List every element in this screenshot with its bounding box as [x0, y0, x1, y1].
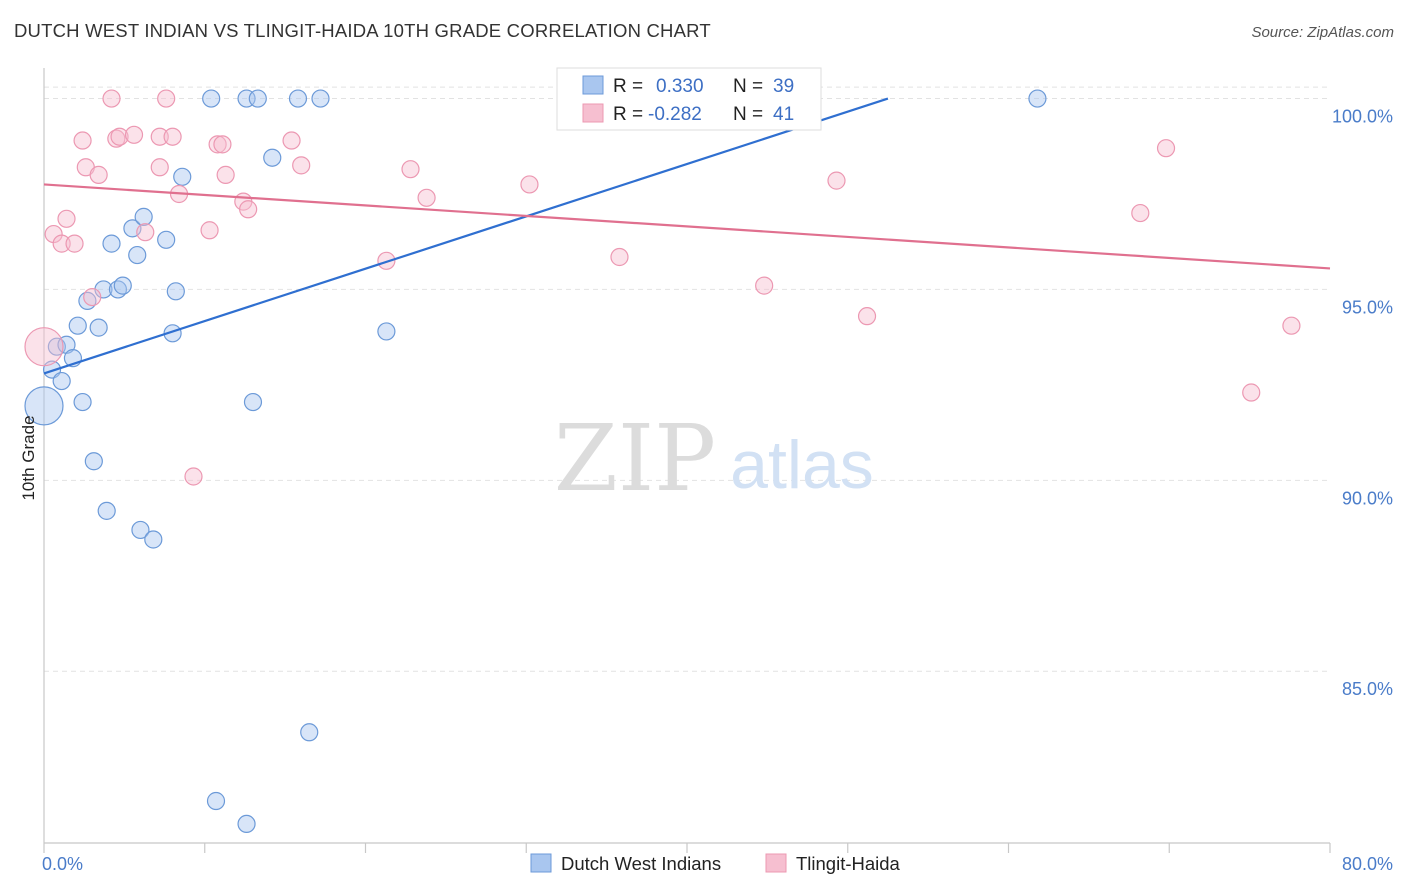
grid-lines	[44, 86, 1330, 672]
point-dutch-west-indians	[84, 452, 103, 471]
point-tlingit-haida	[1131, 203, 1150, 223]
point-dutch-west-indians	[202, 89, 221, 108]
point-tlingit-haida	[52, 234, 71, 253]
x-tick-label-min: 0.0%	[42, 854, 83, 874]
point-tlingit-haida	[136, 223, 155, 242]
point-dutch-west-indians	[73, 392, 92, 412]
point-dutch-west-indians	[144, 530, 163, 549]
point-tlingit-haida	[73, 131, 92, 150]
point-dutch-west-indians	[173, 167, 192, 186]
point-tlingit-haida	[200, 221, 219, 240]
point-tlingit-haida	[216, 165, 235, 184]
point-tlingit-haida	[65, 234, 84, 253]
x-tick-label-max: 80.0%	[1342, 854, 1393, 874]
point-tlingit-haida	[150, 158, 169, 177]
point-dutch-west-indians	[24, 386, 64, 426]
correlation-legend: R = 0.330 N = 39 R = -0.282 N = 41	[556, 67, 822, 131]
legend-n-value-pink: 41	[773, 104, 794, 125]
bottom-legend-swatch-pink	[765, 853, 787, 873]
point-tlingit-haida	[239, 200, 258, 219]
point-dutch-west-indians	[97, 501, 116, 520]
legend-r-value-blue: 0.330	[656, 76, 704, 97]
point-tlingit-haida	[755, 276, 774, 295]
watermark: ZIP atlas	[554, 405, 874, 512]
source-label: Source: ZipAtlas.com	[1251, 24, 1394, 41]
point-dutch-west-indians	[157, 230, 176, 249]
point-tlingit-haida	[107, 129, 126, 148]
point-dutch-west-indians	[1028, 89, 1047, 108]
bottom-legend-label-pink: Tlingit-Haida	[796, 853, 901, 874]
y-axis-label: 10th Grade	[19, 415, 38, 500]
y-tick-label: 90.0%	[1342, 488, 1393, 508]
point-dutch-west-indians	[128, 245, 147, 265]
watermark-atlas: atlas	[730, 427, 874, 503]
point-tlingit-haida	[857, 307, 877, 326]
point-dutch-west-indians	[102, 234, 121, 253]
legend-swatch-blue	[582, 75, 604, 95]
trend-line-tlingit-haida	[43, 183, 1331, 270]
point-tlingit-haida	[24, 327, 64, 367]
point-tlingit-haida	[124, 125, 144, 144]
point-dutch-west-indians	[113, 276, 132, 295]
point-tlingit-haida	[57, 209, 76, 228]
trend-line-dutch-west-indians	[43, 97, 889, 375]
point-tlingit-haida	[208, 135, 227, 154]
legend-swatch-pink	[582, 103, 604, 123]
point-tlingit-haida	[184, 467, 203, 486]
point-dutch-west-indians	[248, 89, 267, 108]
series-legend: Dutch West Indians Tlingit-Haida	[530, 853, 901, 874]
bottom-legend-swatch-blue	[530, 853, 552, 873]
point-tlingit-haida	[1156, 139, 1176, 158]
point-tlingit-haida	[520, 175, 539, 194]
y-tick-label: 95.0%	[1342, 297, 1393, 317]
series-dutch-west-indians	[24, 89, 1047, 834]
trend-lines	[43, 97, 1331, 375]
point-dutch-west-indians	[288, 89, 308, 108]
point-tlingit-haida	[1282, 316, 1301, 335]
point-dutch-west-indians	[300, 723, 319, 742]
point-dutch-west-indians	[166, 282, 185, 301]
point-tlingit-haida	[610, 247, 629, 267]
series-tlingit-haida	[24, 89, 1301, 486]
bottom-legend-label-blue: Dutch West Indians	[561, 853, 721, 874]
legend-n-value-blue: 39	[773, 76, 794, 97]
legend-n-label-blue: N =	[733, 76, 763, 97]
point-tlingit-haida	[110, 127, 129, 146]
axes	[43, 68, 1331, 853]
point-tlingit-haida	[157, 89, 176, 108]
point-dutch-west-indians	[311, 89, 330, 108]
point-tlingit-haida	[282, 131, 301, 150]
point-tlingit-haida	[292, 156, 311, 175]
point-tlingit-haida	[83, 287, 102, 307]
point-tlingit-haida	[827, 171, 846, 190]
point-dutch-west-indians	[89, 318, 108, 337]
point-tlingit-haida	[1242, 383, 1261, 402]
chart-title: DUTCH WEST INDIAN VS TLINGIT-HAIDA 10TH …	[14, 20, 711, 41]
point-dutch-west-indians	[68, 316, 87, 335]
point-tlingit-haida	[417, 188, 436, 207]
point-dutch-west-indians	[263, 148, 282, 167]
legend-r-label-pink: R =	[613, 104, 643, 125]
point-tlingit-haida	[150, 127, 169, 146]
y-tick-label: 85.0%	[1342, 679, 1393, 699]
point-tlingit-haida	[163, 127, 182, 146]
point-dutch-west-indians	[206, 791, 226, 811]
point-dutch-west-indians	[52, 371, 71, 391]
point-tlingit-haida	[102, 89, 121, 108]
tick-labels: 85.0% 90.0% 95.0% 100.0% 0.0% 80.0%	[42, 107, 1393, 874]
point-dutch-west-indians	[131, 520, 150, 540]
point-dutch-west-indians	[377, 322, 396, 341]
point-tlingit-haida	[401, 160, 420, 179]
point-dutch-west-indians	[243, 392, 263, 412]
point-tlingit-haida	[89, 165, 108, 184]
legend-n-label-pink: N =	[733, 104, 763, 125]
watermark-zip: ZIP	[554, 405, 716, 512]
point-dutch-west-indians	[134, 207, 153, 226]
y-tick-label: 100.0%	[1332, 107, 1393, 127]
point-dutch-west-indians	[237, 814, 256, 834]
legend-r-value-pink: -0.282	[648, 104, 702, 125]
point-tlingit-haida	[213, 135, 232, 154]
legend-r-label-blue: R =	[613, 76, 643, 97]
